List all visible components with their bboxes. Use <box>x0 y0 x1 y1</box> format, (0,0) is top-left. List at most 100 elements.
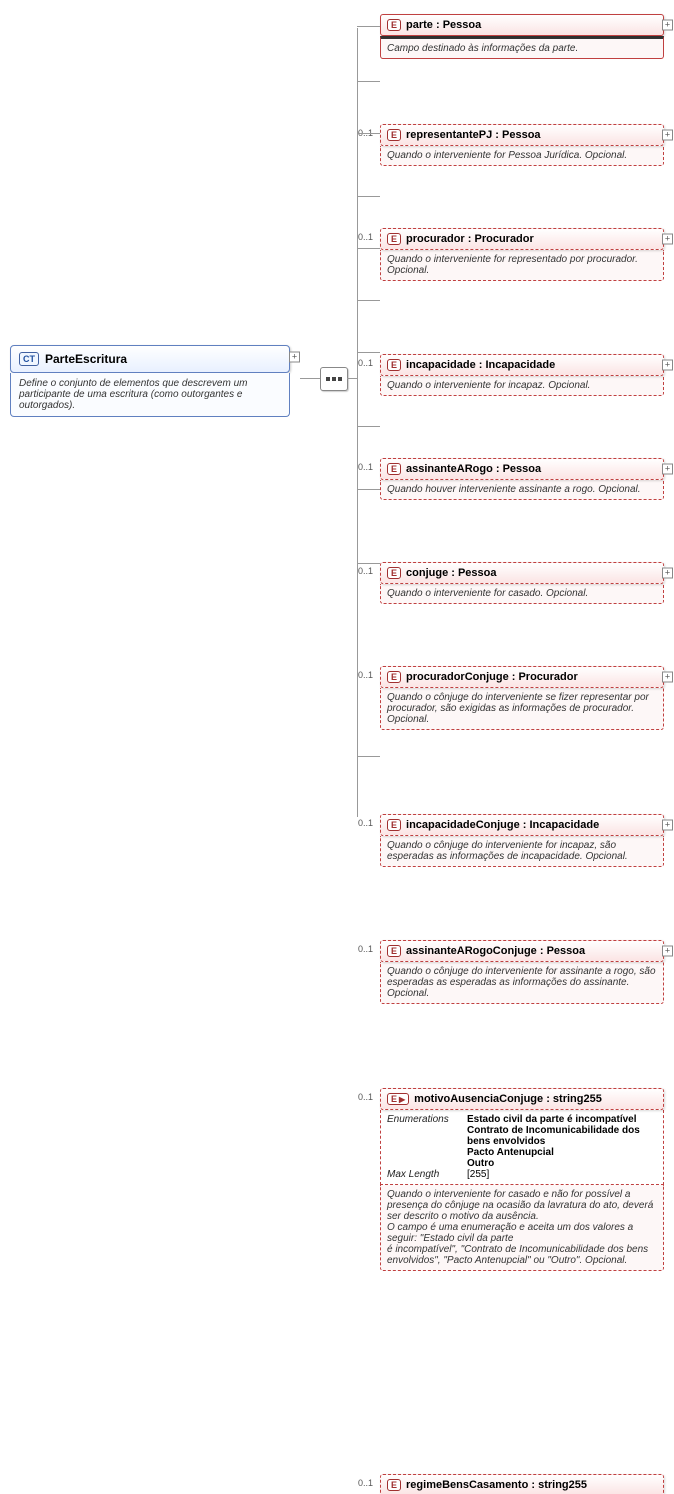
element-header: EincapacidadeConjuge : Incapacidade+ <box>380 814 664 836</box>
expand-icon[interactable]: + <box>662 234 673 245</box>
element-title: motivoAusenciaConjuge : string255 <box>414 1093 602 1105</box>
connector <box>357 196 380 197</box>
element-badge-icon: E <box>387 233 401 245</box>
schema-diagram: CT ParteEscritura Define o conjunto de e… <box>10 10 664 837</box>
element-node: EassinanteARogo : Pessoa+Quando houver i… <box>380 458 664 500</box>
expand-icon[interactable]: + <box>662 360 673 371</box>
element-badge-icon: E <box>387 819 401 831</box>
facet-value: Pacto Antenupcial <box>467 1147 657 1158</box>
element-node: ErepresentantePJ : Pessoa+Quando o inter… <box>380 124 664 166</box>
element-header: Eincapacidade : Incapacidade+ <box>380 354 664 376</box>
element-node: E▶ motivoAusenciaConjuge : string255 Enume… <box>380 1088 664 1271</box>
element-header: EprocuradorConjuge : Procurador+ <box>380 666 664 688</box>
element-header: EassinanteARogo : Pessoa+ <box>380 458 664 480</box>
occurrence-label: 0..1 <box>358 232 373 242</box>
element-title: regimeBensCasamento : string255 <box>406 1479 587 1491</box>
connector <box>357 426 380 427</box>
facet-label <box>387 1158 459 1169</box>
element-badge-icon: E <box>387 567 401 579</box>
children-list: Eparte : Pessoa+Campo destinado às infor… <box>380 10 664 823</box>
ct-description: Define o conjunto de elementos que descr… <box>10 373 290 417</box>
connector-trunk <box>357 28 358 817</box>
element-description: Quando o interveniente for casado. Opcio… <box>380 584 664 604</box>
element-title: assinanteARogoConjuge : Pessoa <box>406 945 585 957</box>
element-title: assinanteARogo : Pessoa <box>406 463 541 475</box>
element-badge-icon: E▶ <box>387 1093 409 1105</box>
facet-value: Outro <box>467 1158 657 1169</box>
element-title: representantePJ : Pessoa <box>406 129 541 141</box>
element-node: Eparte : Pessoa+Campo destinado às infor… <box>380 14 664 59</box>
element-description: Quando o interveniente for casado e não … <box>380 1185 664 1271</box>
element-description: Quando o interveniente for incapaz. Opci… <box>380 376 664 396</box>
element-node: EassinanteARogoConjuge : Pessoa+Quando o… <box>380 940 664 1004</box>
element-node: Eprocurador : Procurador+Quando o interv… <box>380 228 664 281</box>
occurrence-label: 0..1 <box>358 462 373 472</box>
expand-icon[interactable]: + <box>662 946 673 957</box>
element-title: procurador : Procurador <box>406 233 534 245</box>
element-header: EassinanteARogoConjuge : Pessoa+ <box>380 940 664 962</box>
element-node: EincapacidadeConjuge : Incapacidade+Quan… <box>380 814 664 867</box>
element-title: procuradorConjuge : Procurador <box>406 671 578 683</box>
occurrence-label: 0..1 <box>358 818 373 828</box>
occurrence-label: 0..1 <box>358 944 373 954</box>
element-header: E▶ motivoAusenciaConjuge : string255 <box>380 1088 664 1110</box>
element-badge-icon: E <box>387 359 401 371</box>
facet-value: Estado civil da parte é incompatível <box>467 1114 657 1125</box>
element-facets: Enumerations Estado civil da parte é inco… <box>380 1110 664 1185</box>
expand-icon[interactable]: + <box>662 820 673 831</box>
facet-label: Max Length <box>387 1169 459 1180</box>
connector <box>300 378 320 379</box>
element-badge-icon: E <box>387 671 401 683</box>
expand-icon[interactable]: + <box>662 20 673 31</box>
ct-badge: CT <box>19 352 39 366</box>
element-header: ErepresentantePJ : Pessoa+ <box>380 124 664 146</box>
element-badge-icon: E <box>387 463 401 475</box>
connector <box>357 489 380 490</box>
expand-icon[interactable]: + <box>289 352 300 363</box>
element-description: Quando o cônjuge do interveniente for in… <box>380 836 664 867</box>
complex-type-box: CT ParteEscritura <box>10 345 290 373</box>
element-title: parte : Pessoa <box>406 19 481 31</box>
element-description: Quando o interveniente for Pessoa Jurídi… <box>380 146 664 166</box>
element-description: Quando o cônjuge do interveniente for as… <box>380 962 664 1004</box>
connector <box>347 378 357 379</box>
expand-icon[interactable]: + <box>662 568 673 579</box>
element-description: Quando o cônjuge do interveniente se fiz… <box>380 688 664 730</box>
element-node: Econjuge : Pessoa+Quando o interveniente… <box>380 562 664 604</box>
sequence-compositor <box>320 367 348 391</box>
occurrence-label: 0..1 <box>358 1478 373 1488</box>
sequence-dots-icon <box>326 377 342 381</box>
occurrence-label: 0..1 <box>358 670 373 680</box>
expand-icon[interactable]: + <box>662 464 673 475</box>
element-node: EprocuradorConjuge : Procurador+Quando o… <box>380 666 664 730</box>
occurrence-label: 0..1 <box>358 566 373 576</box>
occurrence-label: 0..1 <box>358 1092 373 1102</box>
element-badge-icon: E <box>387 945 401 957</box>
facet-label: Enumerations <box>387 1114 459 1125</box>
element-header: Econjuge : Pessoa+ <box>380 562 664 584</box>
connector <box>357 563 380 564</box>
facet-label <box>387 1147 459 1158</box>
facet-value: [255] <box>467 1169 657 1180</box>
root-node: CT ParteEscritura Define o conjunto de e… <box>10 345 290 417</box>
expand-icon[interactable]: + <box>662 672 673 683</box>
facet-value: Contrato de Incomunicabilidade dos bens … <box>467 1125 657 1147</box>
expand-icon[interactable]: + <box>662 130 673 141</box>
element-node: Eincapacidade : Incapacidade+Quando o in… <box>380 354 664 396</box>
occurrence-label: 0..1 <box>358 358 373 368</box>
connector <box>357 133 380 134</box>
element-node: EregimeBensCasamento : string255Max Leng… <box>380 1474 664 1494</box>
facet-label <box>387 1125 459 1147</box>
ct-title: ParteEscritura <box>45 352 127 366</box>
element-header: EregimeBensCasamento : string255 <box>380 1474 664 1494</box>
connector <box>357 81 380 82</box>
element-description: Quando houver interveniente assinante a … <box>380 480 664 500</box>
element-badge-icon: E <box>387 19 401 31</box>
connector <box>357 352 380 353</box>
element-badge-icon: E <box>387 129 401 141</box>
connector <box>357 248 380 249</box>
element-header: Eprocurador : Procurador+ <box>380 228 664 250</box>
connector <box>357 300 380 301</box>
connector <box>357 26 380 27</box>
element-description: Campo destinado às informações da parte. <box>380 36 664 59</box>
